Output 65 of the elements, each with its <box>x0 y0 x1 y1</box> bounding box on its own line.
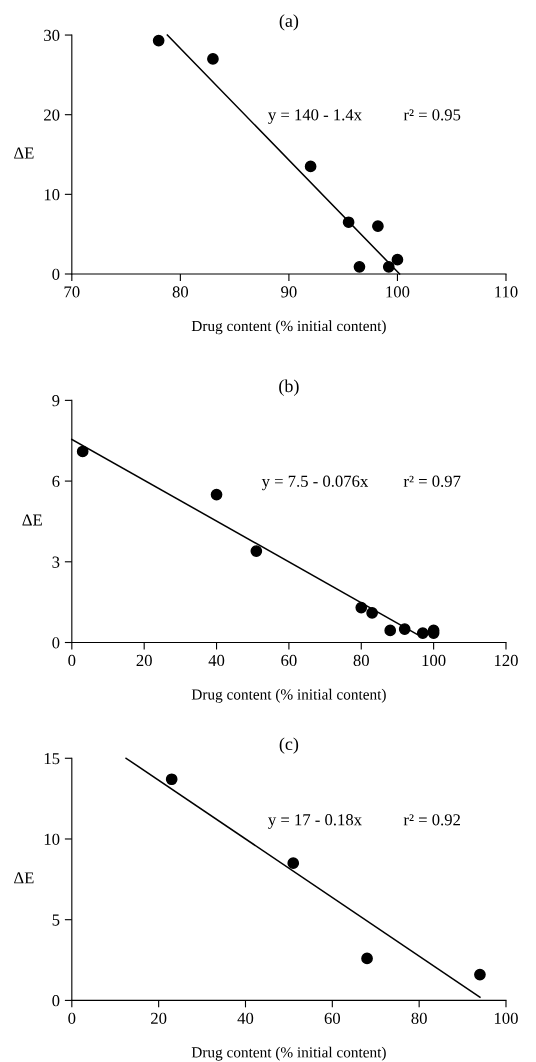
y-tick-label: 0 <box>52 637 60 649</box>
x-tick-label: 20 <box>136 654 152 667</box>
x-tick-label: 0 <box>68 1012 76 1024</box>
point <box>304 160 317 173</box>
y-tick-label: 3 <box>52 556 60 568</box>
annotation: r² = 0.92 <box>403 814 460 826</box>
point <box>391 253 404 266</box>
annotation: y = 7.5 - 0.076x <box>261 475 369 491</box>
point <box>366 607 378 619</box>
x-tick-label: 40 <box>237 1012 254 1024</box>
chart-title: (b) <box>279 379 299 396</box>
x-tick-label: 20 <box>151 1012 167 1024</box>
x-tick-label: 0 <box>68 654 76 667</box>
x-tick-label: 80 <box>353 654 369 667</box>
y-tick-label: 10 <box>44 189 60 201</box>
point <box>355 601 368 614</box>
annotation: r² = 0.97 <box>403 475 461 487</box>
y-tick-label: 10 <box>44 833 60 845</box>
point <box>372 220 384 233</box>
y-tick-label: 6 <box>52 475 60 488</box>
y-axis-title: ΔE <box>14 872 34 884</box>
point <box>76 445 89 458</box>
y-tick-label: 0 <box>52 995 60 1007</box>
point <box>353 260 366 273</box>
x-tick-label: 90 <box>281 286 297 298</box>
y-tick-label: 5 <box>52 914 60 926</box>
point <box>250 545 263 557</box>
annotation: y = 140 - 1.4x <box>268 109 362 124</box>
x-axis-title: Drug content (% initial content) <box>191 688 386 703</box>
point <box>384 624 397 637</box>
point <box>361 952 373 965</box>
point <box>152 34 165 47</box>
annotation: r² = 0.95 <box>403 109 461 121</box>
x-tick-label: 100 <box>422 654 446 667</box>
x-tick-label: 60 <box>281 654 297 667</box>
point <box>165 773 178 786</box>
y-tick-label: 20 <box>44 109 60 121</box>
point <box>207 53 219 65</box>
x-axis-title: Drug content (% initial content) <box>191 320 386 335</box>
point <box>416 627 429 639</box>
y-tick-label: 15 <box>44 753 60 765</box>
x-tick-label: 60 <box>324 1012 341 1024</box>
x-tick-label: 70 <box>64 286 80 298</box>
y-tick-label: 30 <box>44 29 60 41</box>
annotation: y = 17 - 0.18x <box>268 814 362 829</box>
y-tick-label: 9 <box>52 395 60 407</box>
x-tick-label: 80 <box>172 286 189 298</box>
x-tick-label: 40 <box>208 654 225 667</box>
x-axis-title: Drug content (% initial content) <box>191 1046 386 1061</box>
y-tick-label: 0 <box>52 268 60 280</box>
point <box>210 488 223 501</box>
chart-title: (c) <box>279 737 299 754</box>
point <box>474 968 486 981</box>
x-tick-label: 110 <box>495 286 518 298</box>
x-tick-label: 100 <box>494 1012 518 1024</box>
chart-title: (a) <box>279 14 299 31</box>
point <box>398 623 411 635</box>
point <box>342 216 355 229</box>
point <box>382 260 395 273</box>
x-tick-label: 120 <box>494 654 518 667</box>
y-axis-title: ΔE <box>22 514 42 526</box>
x-tick-label: 80 <box>411 1012 427 1024</box>
point <box>287 857 300 870</box>
x-tick-label: 100 <box>386 286 410 298</box>
y-axis-title: ΔE <box>14 147 34 159</box>
